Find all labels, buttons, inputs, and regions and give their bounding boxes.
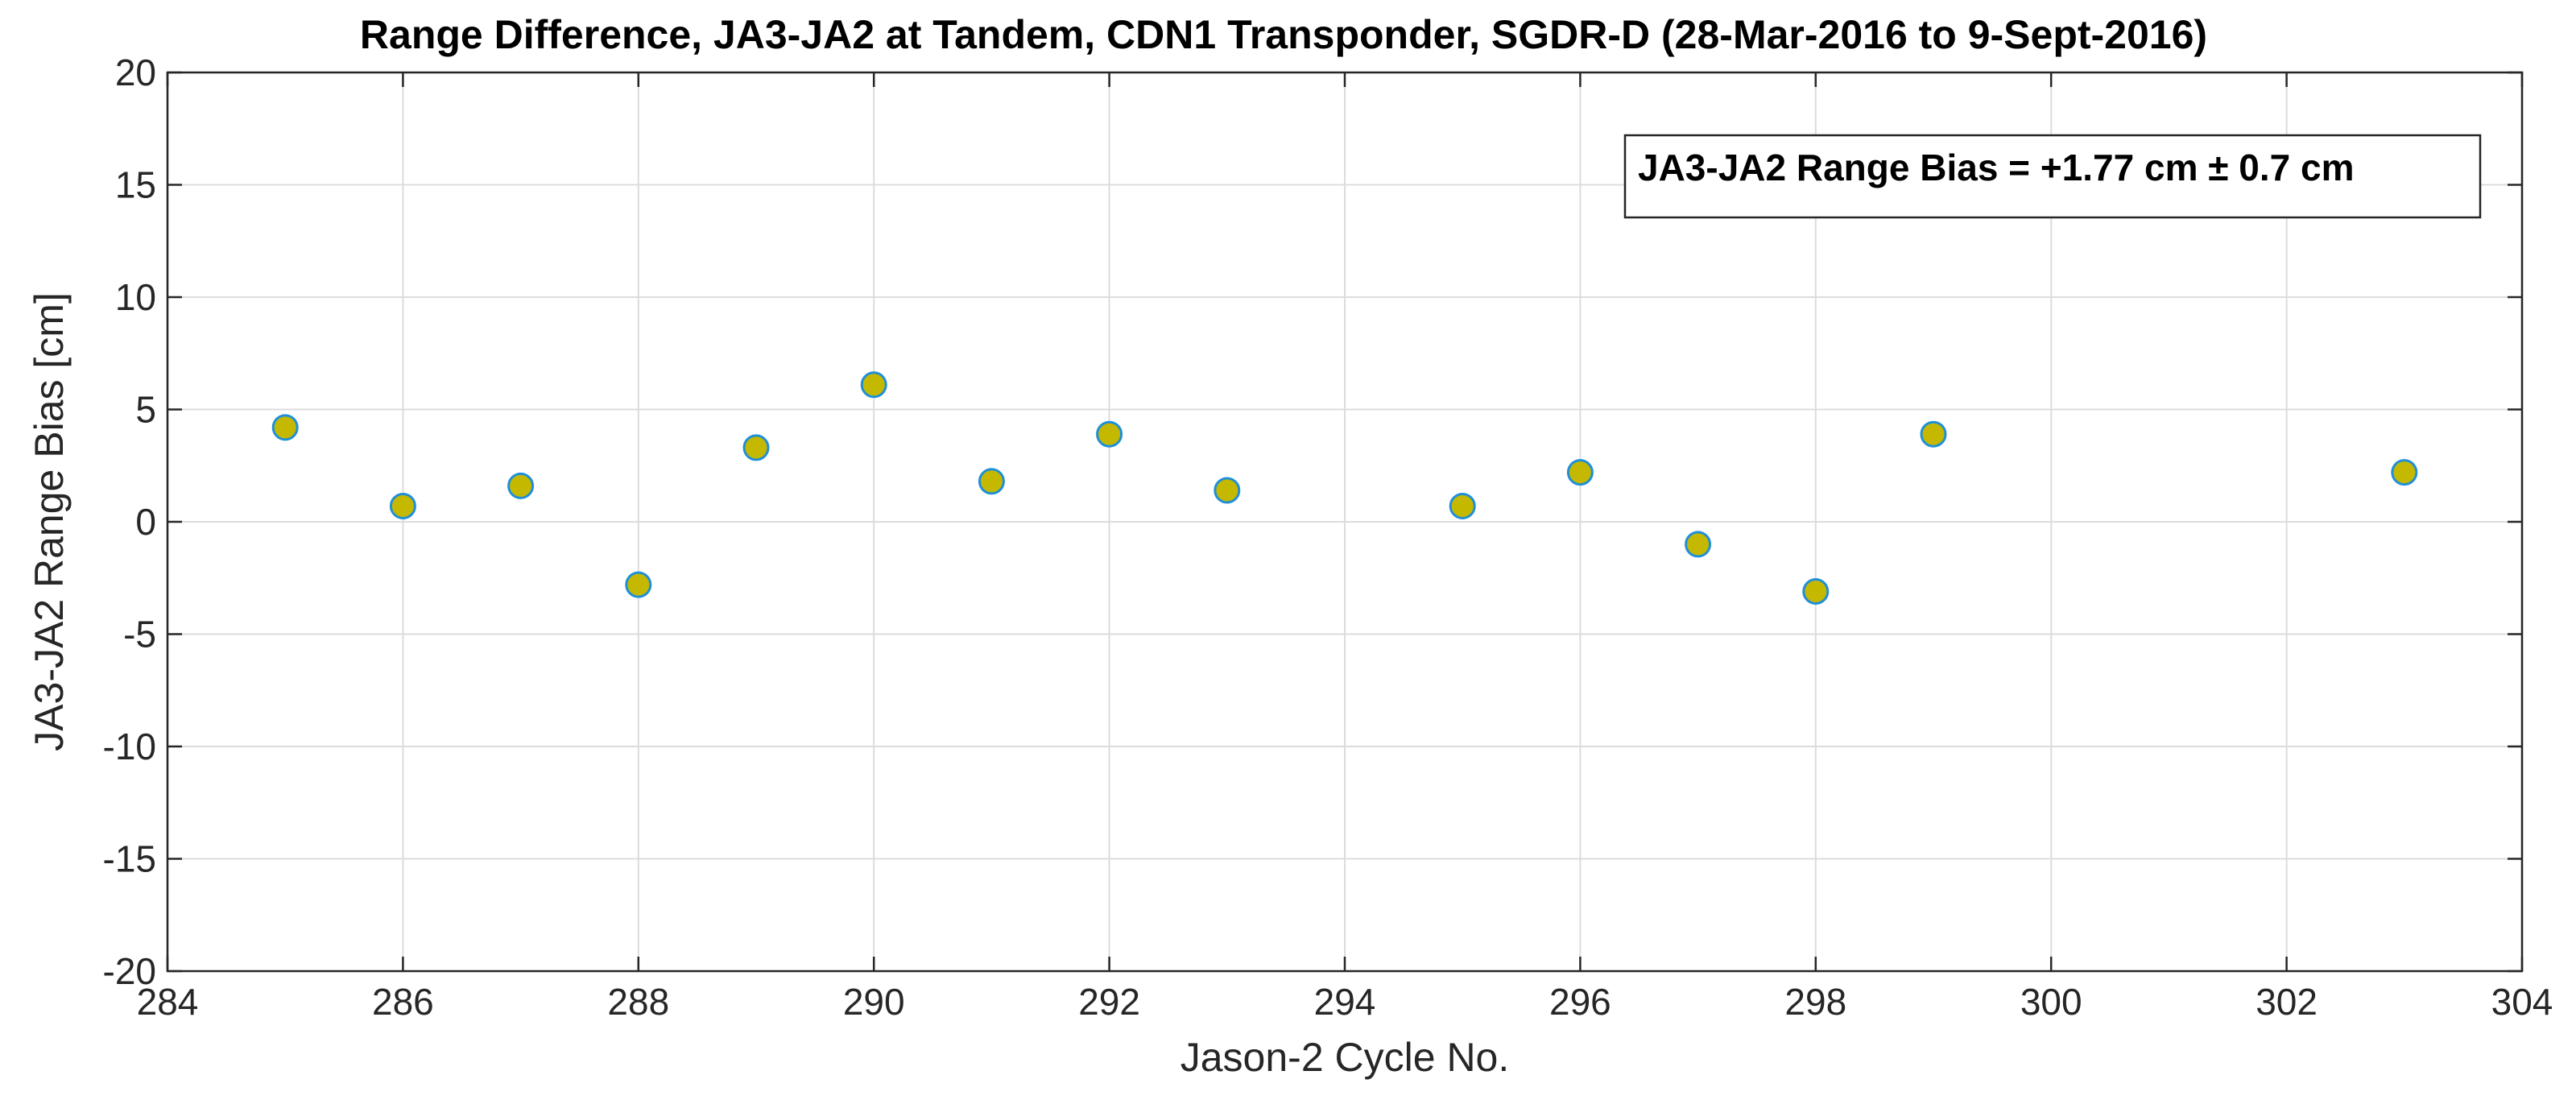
data-point [1214,477,1241,504]
y-tick-label: -5 [123,614,156,655]
data-point [271,414,299,441]
legend-box: JA3-JA2 Range Bias = +1.77 cm ± 0.7 cm [1623,134,2482,219]
y-tick-label: 0 [135,501,156,543]
legend-annotation: JA3-JA2 Range Bias = +1.77 cm ± 0.7 cm [1638,147,2355,188]
y-axis-label: JA3-JA2 Range Bias [cm] [27,292,72,751]
y-tick-label: 5 [135,389,156,431]
data-point [1449,492,1476,519]
x-tick-label: 298 [1784,981,1846,1023]
data-point [2391,459,2418,486]
y-tick-label: -10 [103,726,156,767]
y-tick-label: 20 [115,52,156,93]
data-point [625,571,652,598]
data-point [978,468,1005,495]
y-tick-label: 10 [115,276,156,318]
x-tick-label: 296 [1549,981,1611,1023]
data-points [271,371,2418,605]
ticks: 284 286 288 290 292 294 296 298 300 302 304 -20 -15 -… [103,52,2553,1023]
data-point [742,434,770,461]
chart-title: Range Difference, JA3-JA2 at Tandem, CDN… [360,12,2207,57]
x-tick-label: 284 [137,981,199,1023]
data-point [389,492,416,519]
data-point [1685,531,1712,558]
data-point [1096,420,1123,448]
x-tick-label: 294 [1314,981,1376,1023]
x-tick-label: 286 [372,981,434,1023]
data-point [1920,420,1947,448]
x-tick-label: 288 [607,981,669,1023]
legend-frame [1623,134,2482,219]
x-tick-label: 292 [1078,981,1140,1023]
data-point [1566,459,1594,486]
x-tick-label: 290 [843,981,905,1023]
x-tick-label: 304 [2491,981,2553,1023]
data-point [1802,577,1830,605]
x-tick-label: 300 [2020,981,2082,1023]
y-tick-label: -20 [103,950,156,992]
x-axis-label: Jason-2 Cycle No. [1180,1035,1510,1080]
data-point [507,472,535,499]
x-tick-label: 302 [2256,981,2318,1023]
data-point [860,371,887,399]
y-tick-label: 15 [115,164,156,206]
y-tick-label: -15 [103,838,156,880]
